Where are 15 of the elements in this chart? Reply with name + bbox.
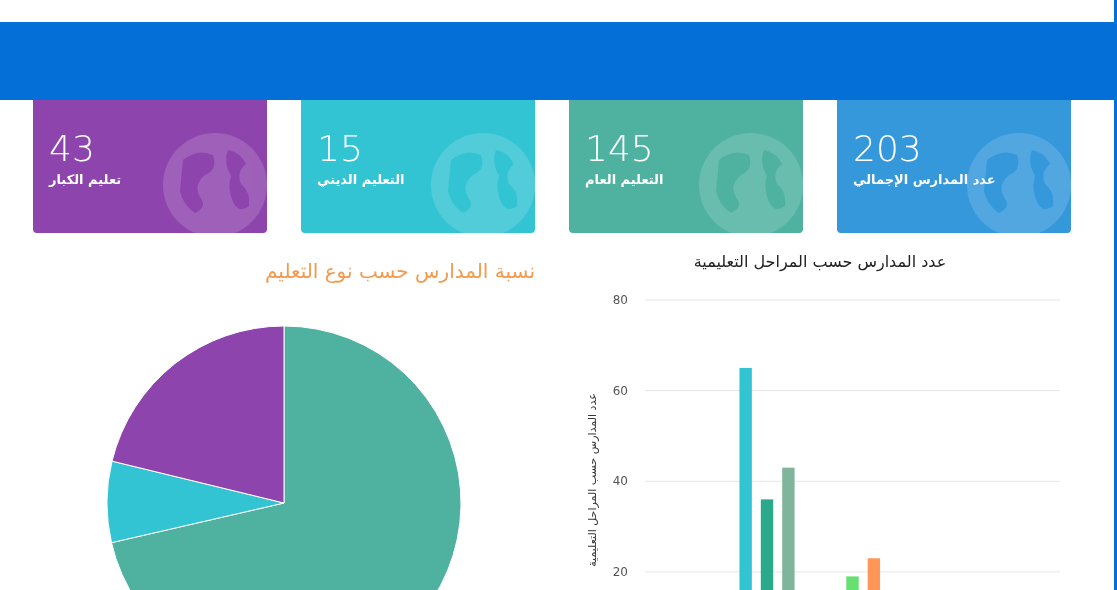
- data-label: 43: [49, 128, 95, 169]
- data-label: 145: [585, 128, 654, 169]
- category-label: التعليم الديني: [317, 172, 405, 187]
- y-tick-label: 80: [612, 293, 628, 307]
- category-label: تعليم الكبار: [48, 172, 122, 187]
- y-tick-label: 20: [612, 564, 628, 579]
- y-tick-label: 40: [612, 474, 628, 489]
- chart-title: عدد المدارس حسب المراحل التعليمية: [693, 252, 947, 272]
- y-axis-title: عدد المدارس حسب المراحل التعليمية: [586, 393, 599, 567]
- data-label: 203: [853, 128, 922, 169]
- y-tick-label: 60: [612, 383, 628, 398]
- data-label: 15: [317, 128, 363, 169]
- category-label: التعليم العام: [585, 172, 664, 188]
- chart-title: نسبة المدارس حسب نوع التعليم: [265, 259, 535, 283]
- category-label: عدد المدارس الإجمالي: [853, 172, 996, 187]
